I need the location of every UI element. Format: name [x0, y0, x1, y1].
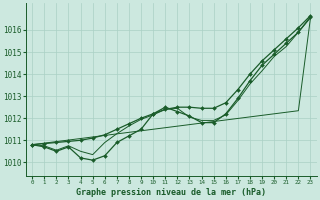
X-axis label: Graphe pression niveau de la mer (hPa): Graphe pression niveau de la mer (hPa): [76, 188, 266, 197]
